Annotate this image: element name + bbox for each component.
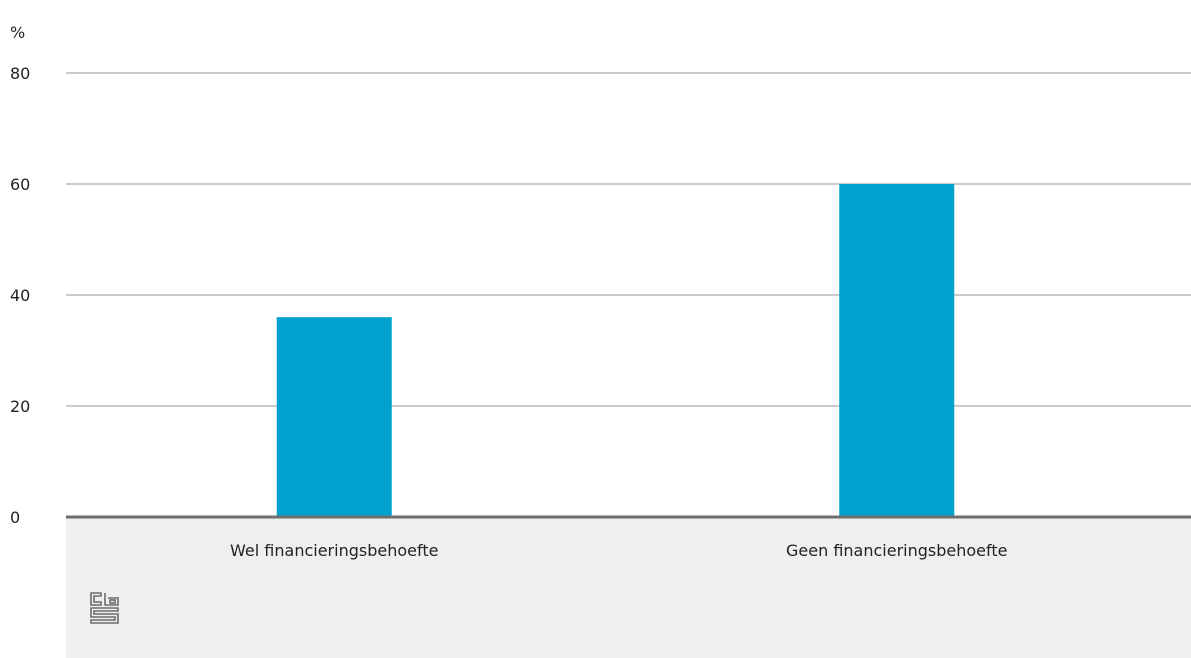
- y-tick-label: 60: [10, 175, 30, 194]
- y-tick-label: 40: [10, 286, 30, 305]
- gridlines: [66, 72, 1191, 407]
- category-label: Wel financieringsbehoefte: [230, 541, 438, 560]
- bar: [839, 184, 955, 517]
- category-label: Geen financieringsbehoefte: [786, 541, 1007, 560]
- bars: [276, 184, 955, 517]
- y-axis-unit-label: %: [10, 23, 25, 42]
- category-labels: Wel financieringsbehoefte Geen financieri…: [230, 541, 1007, 560]
- y-tick-label: 80: [10, 64, 30, 83]
- y-tick-label: 20: [10, 397, 30, 416]
- bar: [276, 317, 392, 517]
- y-tick-label: 0: [10, 508, 20, 527]
- y-tick-labels: 0 20 40 60 80: [10, 64, 30, 527]
- cbs-logo-icon: [90, 592, 119, 624]
- category-axis-band: [66, 517, 1191, 658]
